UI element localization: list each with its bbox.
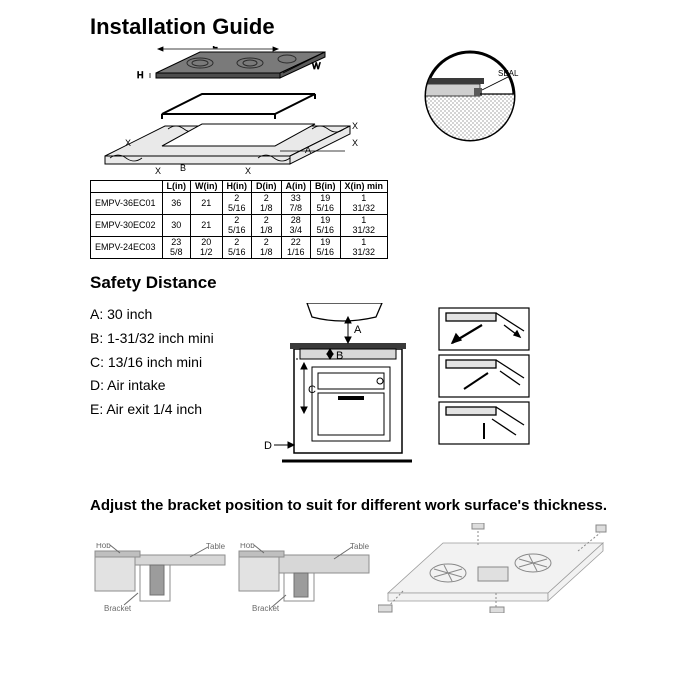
cell-X: 131/32 — [340, 215, 388, 237]
underside-diagram — [378, 523, 608, 613]
cell-X: 131/32 — [340, 237, 388, 259]
cell-H: 25/16 — [222, 193, 252, 215]
table-row: EMPV-30EC02302125/1621/8283/4195/16131/3… — [91, 215, 388, 237]
th-A: A(in) — [281, 181, 311, 193]
cell-A: 221/16 — [281, 237, 311, 259]
label-hob-1: Hob — [96, 543, 111, 550]
label-X1: X — [125, 138, 131, 148]
cell-X: 131/32 — [340, 193, 388, 215]
page-title: Installation Guide — [90, 14, 610, 40]
clip-diagram — [434, 303, 534, 453]
label-X2: X — [155, 166, 161, 176]
label-L: L — [212, 46, 217, 50]
safety-B: B: 1-31/32 inch mini — [90, 327, 240, 351]
cell-model: EMPV-30EC02 — [91, 215, 163, 237]
th-X: X(in) min — [340, 181, 388, 193]
safety-diag-C: C — [308, 384, 316, 396]
safety-diagram: A B C D — [252, 303, 422, 468]
seal-label: SEAL — [498, 69, 519, 78]
label-table-1: Table — [206, 543, 226, 551]
cell-W: 21 — [191, 215, 223, 237]
th-H: H(in) — [222, 181, 252, 193]
safety-title: Safety Distance — [90, 273, 610, 293]
cell-W: 201/2 — [191, 237, 223, 259]
cell-D: 21/8 — [252, 193, 282, 215]
label-hob-2: Hob — [240, 543, 255, 550]
cell-B: 195/16 — [311, 193, 341, 215]
safety-diag-D: D — [264, 440, 272, 452]
bracket-diagram-2: Table Hob Bracket — [234, 543, 374, 613]
th-D: D(in) — [252, 181, 282, 193]
cell-H: 25/16 — [222, 215, 252, 237]
cell-H: 25/16 — [222, 237, 252, 259]
adjust-text: Adjust the bracket position to suit for … — [90, 492, 610, 521]
cell-D: 21/8 — [252, 237, 282, 259]
bracket-diagram-1: Table Hob Bracket — [90, 543, 230, 613]
bracket-row: Table Hob Bracket Table Hob Bracket — [90, 523, 610, 613]
safety-E: E: Air exit 1/4 inch — [90, 398, 240, 422]
label-B: B — [180, 163, 186, 173]
label-table-2: Table — [350, 543, 370, 551]
label-bracket-1: Bracket — [104, 604, 132, 613]
label-bracket-2: Bracket — [252, 604, 280, 613]
table-header-row: L(in) W(in) H(in) D(in) A(in) B(in) X(in… — [91, 181, 388, 193]
label-X5: X — [352, 138, 358, 148]
table-row: EMPV-24EC03235/8201/225/1621/8221/16195/… — [91, 237, 388, 259]
safety-diag-B: B — [336, 350, 343, 362]
th-blank — [91, 181, 163, 193]
safety-diag-A: A — [354, 324, 362, 336]
cell-L: 235/8 — [162, 237, 191, 259]
cell-B: 195/16 — [311, 237, 341, 259]
diagram-row: L W H X B X X A X X — [90, 46, 610, 176]
cell-D: 21/8 — [252, 215, 282, 237]
label-H: H — [137, 70, 144, 80]
safety-C: C: 13/16 inch mini — [90, 351, 240, 375]
dimensions-table: L(in) W(in) H(in) D(in) A(in) B(in) X(in… — [90, 180, 610, 259]
th-B: B(in) — [311, 181, 341, 193]
cell-model: EMPV-24EC03 — [91, 237, 163, 259]
cell-B: 195/16 — [311, 215, 341, 237]
th-L: L(in) — [162, 181, 191, 193]
exploded-diagram: L W H X B X X A X X — [90, 46, 380, 176]
safety-A: A: 30 inch — [90, 303, 240, 327]
cell-L: 30 — [162, 215, 191, 237]
table-row: EMPV-36EC01362125/1621/8337/8195/16131/3… — [91, 193, 388, 215]
th-W: W(in) — [191, 181, 223, 193]
cell-A: 337/8 — [281, 193, 311, 215]
cell-L: 36 — [162, 193, 191, 215]
cell-A: 283/4 — [281, 215, 311, 237]
safety-D: D: Air intake — [90, 374, 240, 398]
cell-model: EMPV-36EC01 — [91, 193, 163, 215]
label-X4: X — [352, 121, 358, 131]
safety-list: A: 30 inch B: 1-31/32 inch mini C: 13/16… — [90, 303, 240, 422]
label-X3: X — [245, 166, 251, 176]
cell-W: 21 — [191, 193, 223, 215]
seal-diagram: SEAL — [420, 46, 520, 146]
label-W: W — [312, 61, 321, 71]
label-A: A — [305, 145, 311, 155]
